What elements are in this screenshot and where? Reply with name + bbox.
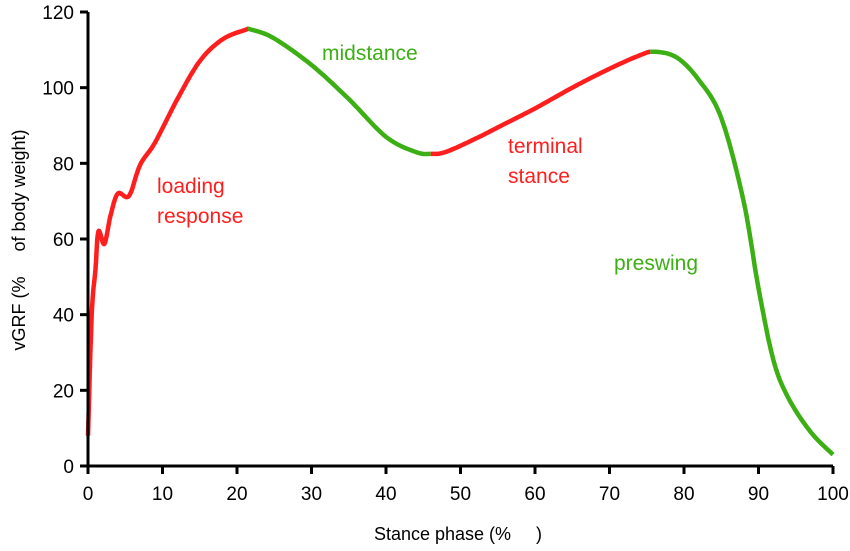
x-tick-label: 90 xyxy=(748,484,769,505)
x-tick-label: 60 xyxy=(524,484,545,505)
curve-segment-preswing xyxy=(649,49,835,457)
y-tick-label: 20 xyxy=(53,381,74,402)
annotation-preswing: preswing xyxy=(614,252,698,275)
x-tick-label: 70 xyxy=(599,484,620,505)
curve-segment-terminal-stance xyxy=(429,49,652,157)
x-tick-label: 0 xyxy=(83,484,94,505)
y-tick-label: 0 xyxy=(63,457,74,478)
x-tick-label: 80 xyxy=(673,484,694,505)
annotation-terminal-stance: terminal stance xyxy=(508,135,589,188)
y-tick-label: 40 xyxy=(53,306,74,327)
x-tick-label: 20 xyxy=(226,484,247,505)
annotation-midstance: midstance xyxy=(322,42,418,65)
y-tick-label: 100 xyxy=(42,79,74,100)
y-axis-label: vGRF (% of body weight) xyxy=(9,129,29,350)
x-tick-label: 100 xyxy=(817,484,849,505)
x-tick-label: 10 xyxy=(152,484,173,505)
curve-segment-midstance xyxy=(245,26,432,157)
x-ticks: 0 10 20 30 40 50 60 70 80 90 100 xyxy=(83,466,849,505)
y-tick-label: 120 xyxy=(42,3,74,24)
vgrf-curve xyxy=(85,26,835,457)
x-tick-label: 40 xyxy=(375,484,396,505)
y-ticks: 0 20 40 60 80 100 120 xyxy=(42,3,88,478)
curve-segment-loading-response xyxy=(85,26,251,436)
x-axis-label: Stance phase (% ) xyxy=(374,524,542,544)
annotation-loading-response: loading response xyxy=(157,175,243,228)
y-tick-label: 80 xyxy=(53,154,74,175)
x-tick-label: 50 xyxy=(450,484,471,505)
y-tick-label: 60 xyxy=(53,230,74,251)
x-tick-label: 30 xyxy=(301,484,322,505)
